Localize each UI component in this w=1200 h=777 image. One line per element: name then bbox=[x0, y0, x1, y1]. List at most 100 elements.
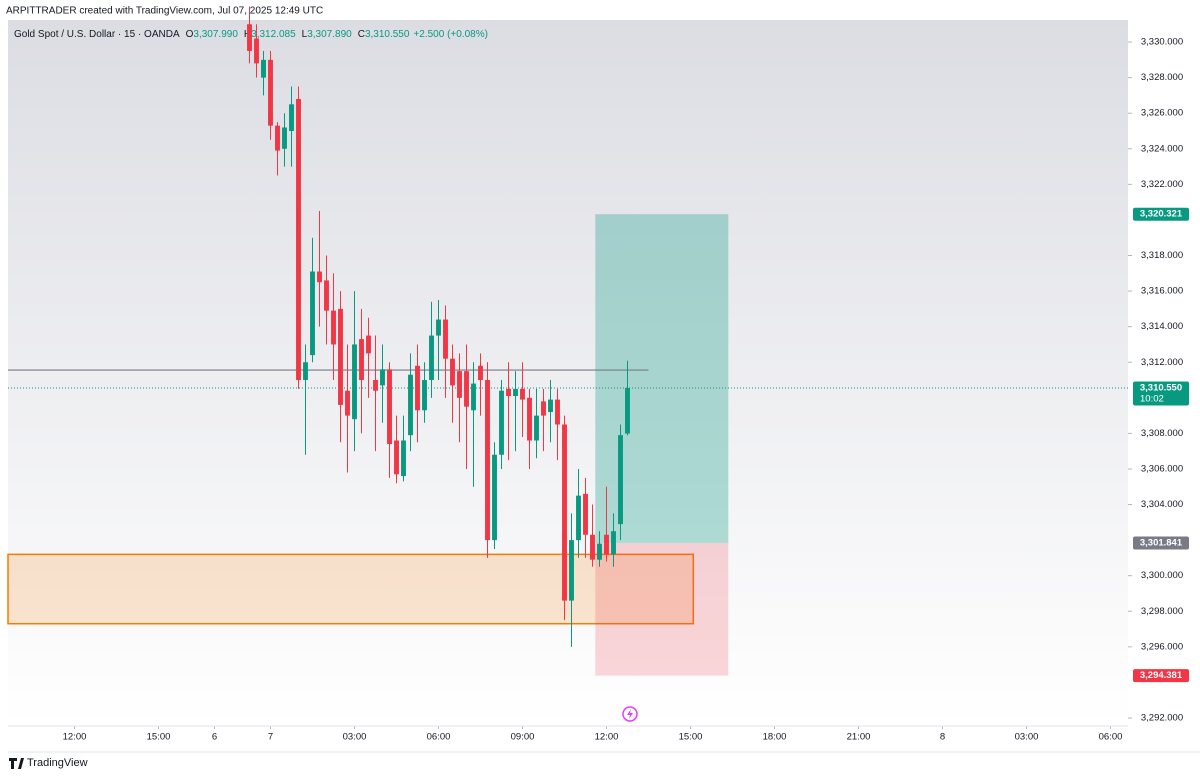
price-tag-label: 3,301.841 bbox=[1140, 537, 1183, 548]
x-tick-label: 03:00 bbox=[1015, 732, 1039, 743]
candle-body bbox=[569, 540, 574, 601]
candle-body bbox=[534, 415, 539, 441]
candle-body bbox=[247, 24, 252, 51]
x-tick-label: 6 bbox=[212, 732, 217, 743]
y-tick-label: 3,328.000 bbox=[1141, 72, 1183, 83]
x-tick-label: 12:00 bbox=[595, 732, 619, 743]
candle-body bbox=[359, 339, 364, 381]
candle-body bbox=[604, 534, 609, 555]
candle-body bbox=[611, 531, 616, 555]
candle-body bbox=[576, 495, 581, 541]
lightning-icon bbox=[622, 706, 638, 722]
price-tag bbox=[1133, 536, 1189, 550]
x-tick-label: 21:00 bbox=[847, 732, 871, 743]
candle-body bbox=[499, 390, 504, 455]
candle-body bbox=[457, 371, 462, 398]
symbol-text: Gold Spot / U.S. Dollar · 15 · OANDA bbox=[14, 29, 180, 40]
price-tag-countdown: 10:02 bbox=[1140, 394, 1164, 405]
candle-body bbox=[464, 371, 469, 407]
candle-body bbox=[429, 335, 434, 381]
y-tick-label: 3,322.000 bbox=[1141, 179, 1183, 190]
candle-body bbox=[394, 440, 399, 475]
y-tick-label: 3,324.000 bbox=[1141, 143, 1183, 154]
price-tag-label: 3,310.550 bbox=[1140, 383, 1182, 394]
candle-body bbox=[583, 493, 588, 535]
candle-body bbox=[548, 399, 553, 413]
candle-body bbox=[450, 358, 455, 386]
ohlc-key: C bbox=[358, 29, 365, 40]
y-tick-label: 3,308.000 bbox=[1141, 428, 1183, 439]
candle-body bbox=[380, 369, 385, 386]
y-tick-label: 3,330.000 bbox=[1141, 37, 1183, 48]
candle-body bbox=[282, 127, 287, 149]
candle-body bbox=[401, 440, 406, 477]
candle-body bbox=[471, 383, 476, 411]
x-tick-label: 8 bbox=[940, 732, 945, 743]
price-tag bbox=[1133, 381, 1189, 406]
y-tick-label: 3,304.000 bbox=[1141, 499, 1183, 510]
candle-body bbox=[478, 365, 483, 381]
x-tick-label: 12:00 bbox=[63, 732, 87, 743]
candle-body bbox=[443, 319, 448, 359]
candle-body bbox=[373, 380, 378, 391]
x-tick-label: 15:00 bbox=[679, 732, 703, 743]
x-tick-label: 09:00 bbox=[511, 732, 535, 743]
candle-body bbox=[331, 310, 336, 345]
y-tick-label: 3,314.000 bbox=[1141, 321, 1183, 332]
x-tick-label: 7 bbox=[268, 732, 273, 743]
candle-body bbox=[625, 388, 630, 434]
y-tick-label: 3,298.000 bbox=[1141, 606, 1183, 617]
ohlc-value: 3,310.550 bbox=[365, 29, 410, 40]
price-tag-label: 3,294.381 bbox=[1140, 670, 1183, 681]
x-tick-label: 15:00 bbox=[147, 732, 171, 743]
candle-body bbox=[324, 280, 329, 311]
y-tick-label: 3,312.000 bbox=[1141, 357, 1183, 368]
ohlc-key: L bbox=[302, 29, 308, 40]
candle-body bbox=[513, 388, 518, 397]
y-tick-label: 3,316.000 bbox=[1141, 286, 1183, 297]
candle-body bbox=[520, 388, 525, 400]
candle-body bbox=[303, 362, 308, 381]
candle-body bbox=[415, 365, 420, 411]
ohlc-key: O bbox=[186, 29, 194, 40]
y-tick-label: 3,296.000 bbox=[1141, 641, 1183, 652]
ohlc-value: 3,312.085 bbox=[251, 29, 296, 40]
candle-body bbox=[436, 319, 441, 336]
candle-body bbox=[317, 271, 322, 283]
credit: ARPITTRADER created with TradingView.com… bbox=[6, 6, 323, 17]
price-tag-label: 3,320.321 bbox=[1140, 209, 1183, 220]
ohlc-value: 3,307.890 bbox=[307, 29, 352, 40]
y-tick-label: 3,326.000 bbox=[1141, 108, 1183, 119]
candle-body bbox=[492, 454, 497, 541]
candle-body bbox=[485, 380, 490, 541]
ohlc-value: 3,307.990 bbox=[193, 29, 238, 40]
candle-body bbox=[527, 397, 532, 441]
candle-body bbox=[296, 98, 301, 381]
price-tag bbox=[1133, 669, 1189, 683]
plot-background bbox=[8, 20, 1128, 726]
x-tick-label: 06:00 bbox=[1099, 732, 1123, 743]
candle-body bbox=[555, 399, 560, 425]
candle-body bbox=[352, 344, 357, 420]
candle-body bbox=[618, 435, 623, 525]
candle-body bbox=[422, 380, 427, 411]
x-tick-label: 18:00 bbox=[763, 732, 787, 743]
top-bar bbox=[0, 0, 1200, 20]
brand: TradingView bbox=[27, 757, 88, 769]
candle-body bbox=[562, 424, 567, 601]
candle-body bbox=[261, 59, 266, 78]
x-tick-label: 06:00 bbox=[427, 732, 451, 743]
demand-zone bbox=[7, 553, 695, 625]
price-tag bbox=[1133, 207, 1189, 221]
candle-body bbox=[597, 543, 602, 560]
candle-body bbox=[366, 335, 371, 354]
candle-body bbox=[541, 401, 546, 416]
candle-body bbox=[268, 59, 273, 126]
y-tick-label: 3,306.000 bbox=[1141, 463, 1183, 474]
candle-body bbox=[338, 308, 343, 405]
tv-logo bbox=[9, 758, 24, 769]
candle-body bbox=[254, 38, 259, 64]
x-tick-label: 03:00 bbox=[343, 732, 367, 743]
